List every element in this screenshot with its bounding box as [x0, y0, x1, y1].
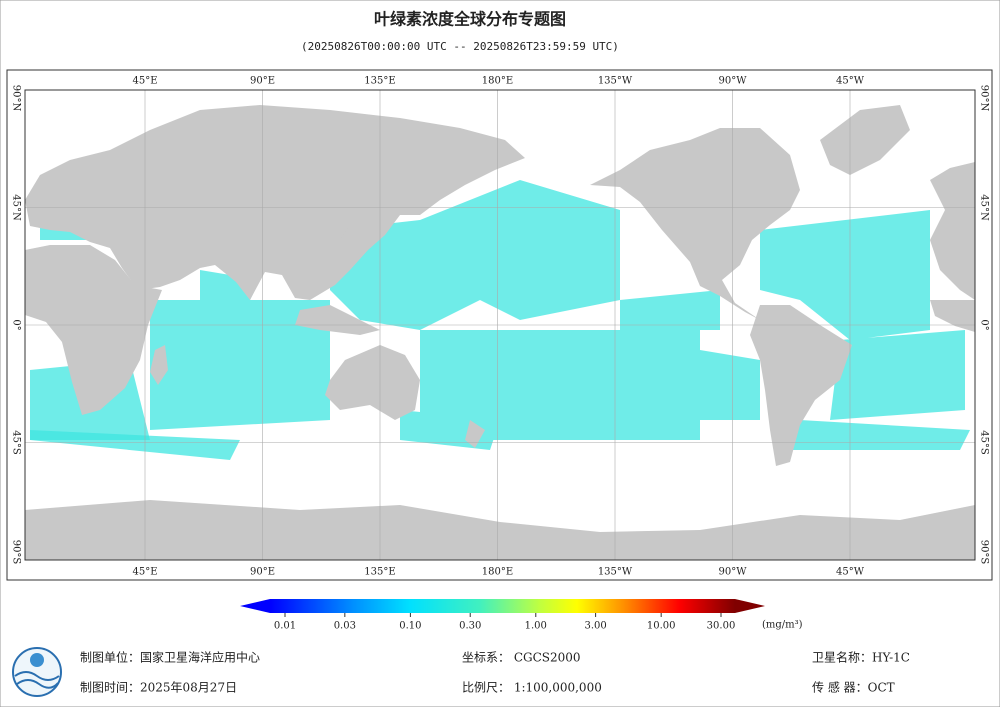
colorbar-ramp: [270, 599, 735, 613]
lat-label-right: 45°N: [979, 194, 990, 221]
lat-label-left: 90°N: [11, 85, 22, 112]
colorbar-tick-label: 0.30: [459, 621, 481, 632]
lat-label-right: 0°: [979, 319, 990, 330]
lon-label-top: 180°E: [482, 76, 513, 87]
outer-frame: [6, 69, 993, 581]
colorbar-tick-label: 1.00: [525, 621, 547, 632]
colorbar-tick-label: 0.03: [334, 621, 356, 632]
coordinate-labels: 45°E 45°E 90°E 90°E 135°E 135°E 180°E 180°E 135°…: [11, 76, 990, 578]
colorbar-unit: (mg/m³): [762, 620, 803, 631]
lon-label-bottom: 135°E: [364, 567, 395, 578]
graticule: [25, 90, 975, 560]
lat-label-left: 90°S: [11, 540, 22, 565]
footer-sensor: 传 感 器：OCT: [812, 680, 895, 695]
colorbar-tick-label: 3.00: [584, 621, 606, 632]
colorbar-high-arrow: [735, 599, 765, 613]
colorbar-tick-label: 0.10: [399, 621, 421, 632]
footer-scale: 比例尺： 1:100,000,000: [462, 681, 602, 695]
title: 叶绿素浓度全球分布专题图: [374, 10, 566, 29]
colorbar-tick-label: 0.01: [274, 621, 296, 632]
ocean-data: [30, 180, 970, 460]
colorbar-low-arrow: [240, 599, 270, 613]
map-body: [25, 90, 975, 560]
land: [25, 105, 975, 560]
lat-label-right: 90°N: [979, 85, 990, 112]
subtitle: (20250826T00:00:00 UTC -- 20250826T23:59…: [301, 40, 619, 53]
logo: [12, 647, 62, 697]
lat-label-left: 0°: [11, 319, 22, 330]
lon-label-bottom: 135°W: [598, 567, 633, 578]
lat-label-left: 45°S: [11, 430, 22, 455]
footer-crs: 坐标系： CGCS2000: [462, 651, 581, 665]
colorbar: 0.01 0.03 0.10 0.30 1.00 3.00 10.00 30.00 (mg/m…: [240, 599, 803, 632]
lat-label-left: 45°N: [11, 194, 22, 221]
lon-label-bottom: 45°E: [132, 567, 157, 578]
lon-label-top: 90°W: [718, 76, 747, 87]
lon-label-top: 45°E: [132, 76, 157, 87]
colorbar-ticks: 0.01 0.03 0.10 0.30 1.00 3.00 10.00 30.00: [274, 613, 735, 632]
lon-label-bottom: 90°W: [718, 567, 747, 578]
footer-satellite: 卫星名称：HY-1C: [812, 650, 910, 665]
colorbar-tick-label: 30.00: [707, 621, 736, 632]
lon-label-bottom: 90°E: [250, 567, 275, 578]
lon-label-bottom: 45°W: [836, 567, 865, 578]
colorbar-tick-label: 10.00: [647, 621, 676, 632]
map-frame: [24, 89, 976, 561]
footer-unit: 制图单位：国家卫星海洋应用中心: [80, 650, 260, 665]
footer-date: 制图时间：2025年08月27日: [80, 681, 237, 695]
lon-label-bottom: 180°E: [482, 567, 513, 578]
lon-label-top: 45°W: [836, 76, 865, 87]
lat-label-right: 90°S: [979, 540, 990, 565]
lon-label-top: 90°E: [250, 76, 275, 87]
lon-label-top: 135°W: [598, 76, 633, 87]
lat-label-right: 45°S: [979, 430, 990, 455]
lon-label-top: 135°E: [364, 76, 395, 87]
